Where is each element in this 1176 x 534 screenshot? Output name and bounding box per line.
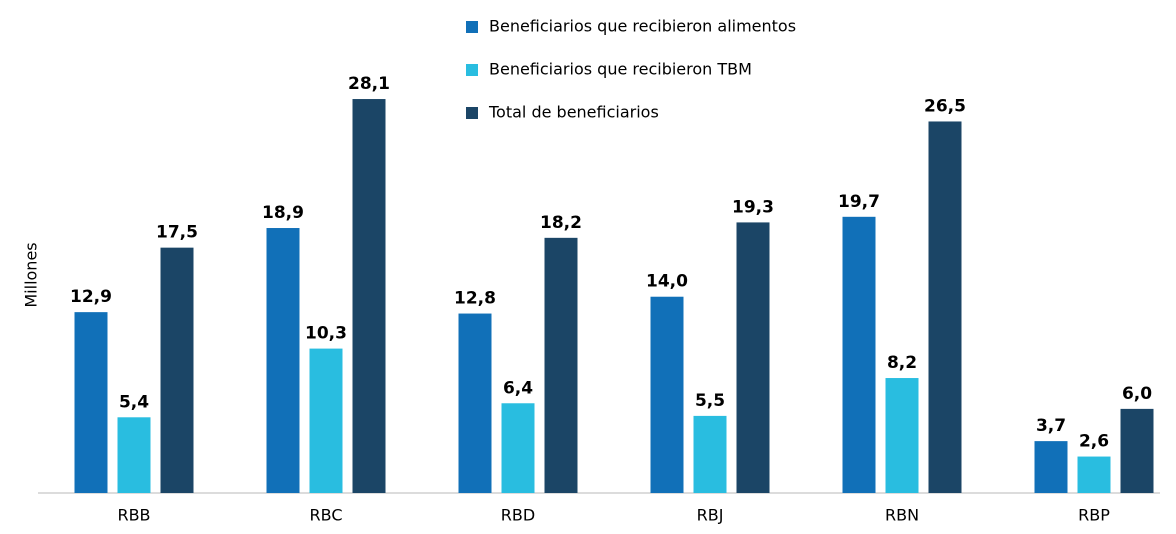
legend-label: Beneficiarios que recibieron TBM [489,60,752,79]
x-tick-label: RBC [310,506,343,525]
x-tick-label: RBJ [697,506,724,525]
value-label: 19,3 [732,197,774,217]
legend-swatch [466,107,478,119]
value-label: 8,2 [887,353,917,373]
bar [352,99,386,494]
bar [266,228,300,493]
value-label: 14,0 [646,272,688,292]
bar [309,348,343,493]
value-label: 18,2 [540,213,582,233]
value-label: 12,9 [70,287,112,307]
value-label: 17,5 [156,223,198,243]
legend-label: Beneficiarios que recibieron alimentos [489,17,796,36]
bar [650,296,684,493]
bar [74,312,108,493]
value-label: 3,7 [1036,416,1066,436]
value-label: 6,4 [503,378,533,398]
bar [458,313,492,493]
bar [160,247,194,493]
bar [117,417,151,493]
bar [1034,441,1068,493]
value-label: 26,5 [924,96,966,116]
bar [1077,456,1111,493]
bar [842,216,876,493]
legend-label: Total de beneficiarios [488,103,659,122]
value-label: 18,9 [262,203,304,223]
x-tick-label: RBP [1078,506,1110,525]
y-axis-label: Millones [22,242,41,307]
bar [885,378,919,493]
value-label: 5,4 [119,392,149,412]
value-label: 6,0 [1122,384,1152,404]
value-label: 28,1 [348,74,390,94]
value-label: 5,5 [695,391,725,411]
x-tick-label: RBN [885,506,919,525]
x-tick-label: RBD [501,506,535,525]
value-label: 12,8 [454,289,496,309]
value-label: 2,6 [1079,432,1109,452]
legend-swatch [466,21,478,33]
legend-swatch [466,64,478,76]
bar [1120,408,1154,493]
bar [928,121,962,493]
x-tick-label: RBB [117,506,150,525]
value-label: 19,7 [838,192,880,212]
bar [544,237,578,493]
value-label: 10,3 [305,324,347,344]
bar [501,403,535,493]
bar [693,415,727,493]
bar [736,222,770,493]
